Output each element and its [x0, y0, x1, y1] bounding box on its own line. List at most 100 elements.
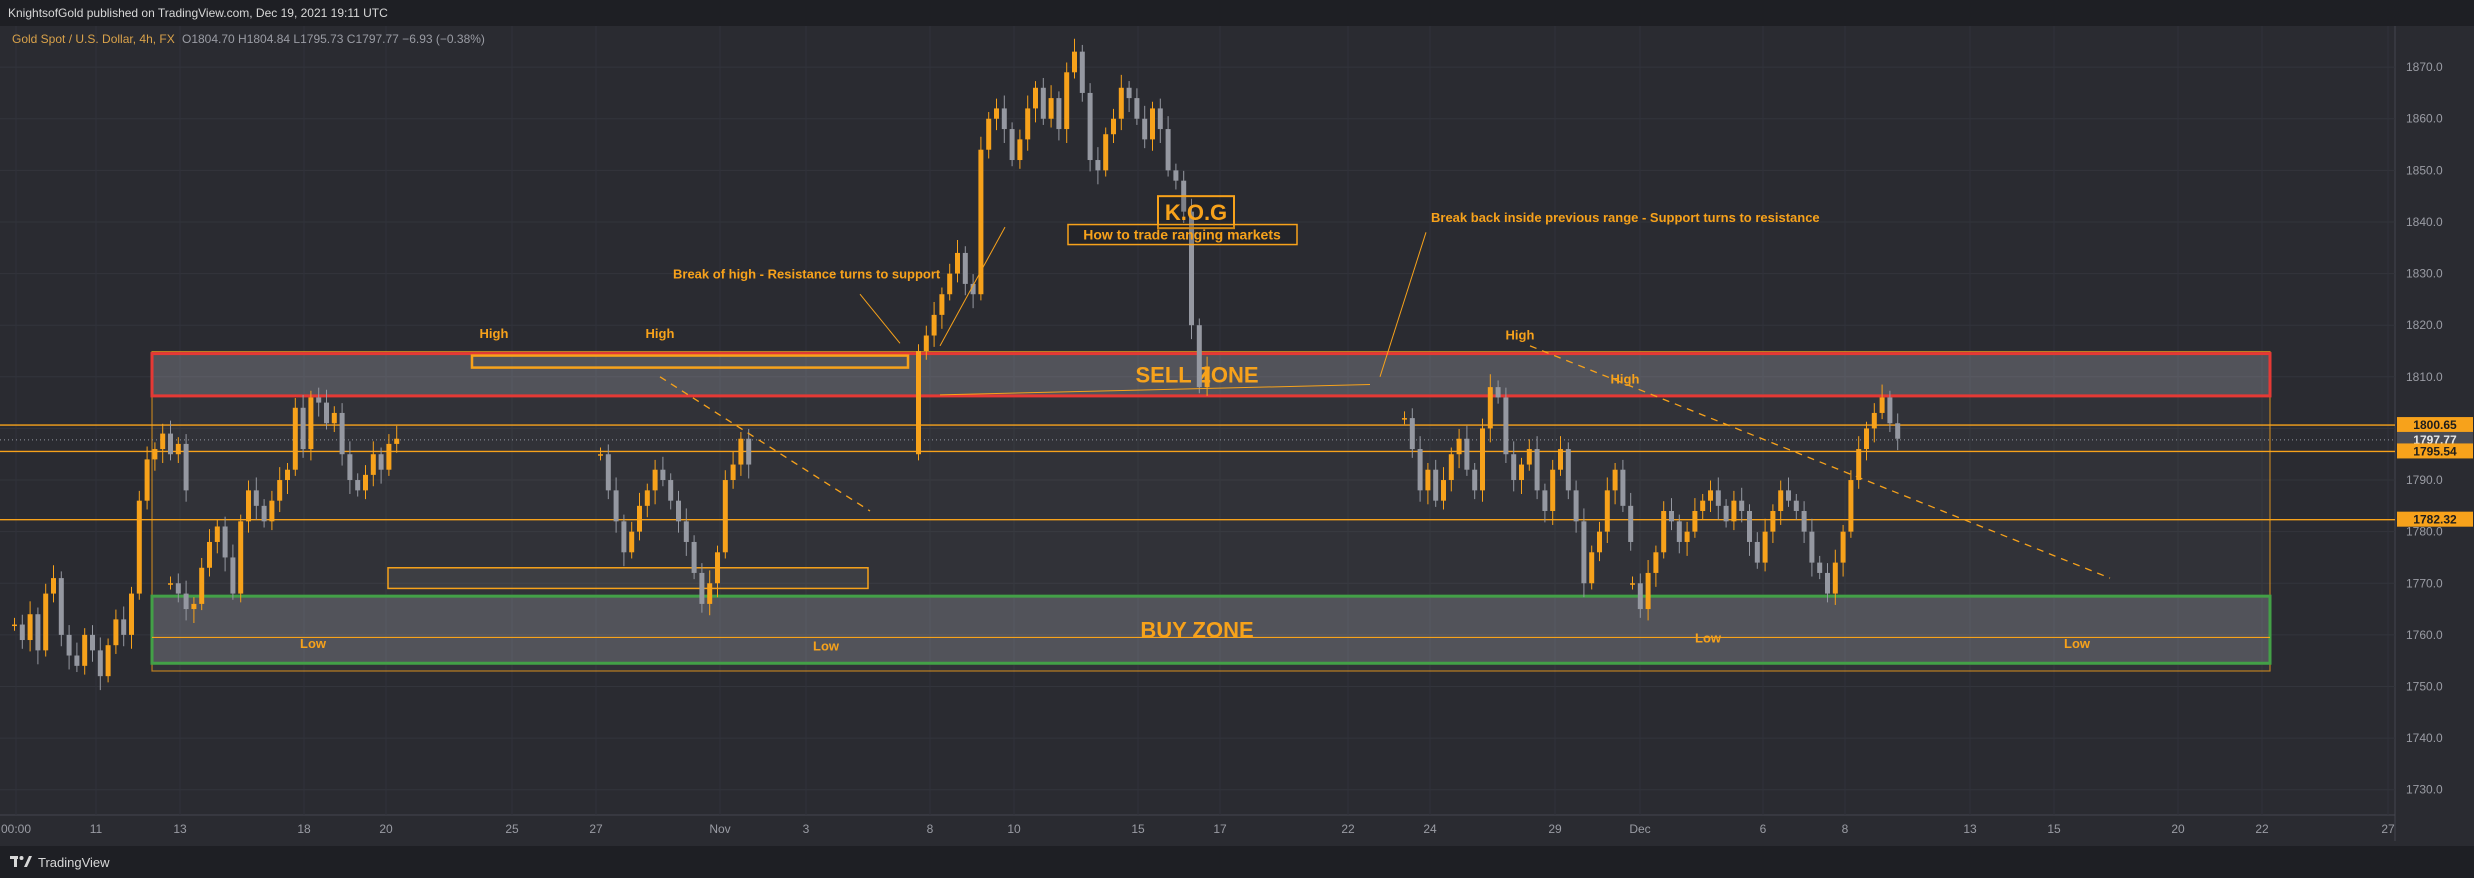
- candle: [1801, 511, 1807, 532]
- candle: [1731, 500, 1737, 522]
- candle: [51, 578, 56, 594]
- range-box: [151, 350, 2271, 672]
- candle: [1064, 72, 1070, 130]
- trend-line-1: [659, 376, 871, 512]
- candle: [1747, 511, 1752, 542]
- buy-zone-label: BUY ZONE: [1140, 618, 1253, 643]
- candle: [1589, 552, 1595, 584]
- y-tick-label: 1830.0: [2406, 267, 2443, 281]
- y-tick-label: 1810.0: [2406, 370, 2443, 384]
- y-tick-label: 1760.0: [2406, 628, 2443, 642]
- x-tick-label: 18: [297, 822, 311, 836]
- candle: [1715, 490, 1721, 506]
- x-tick-label: 27: [2381, 822, 2395, 836]
- swing-low-label: Low: [1695, 631, 1722, 646]
- x-tick-label: 24: [1423, 822, 1437, 836]
- candle: [43, 593, 49, 651]
- candle: [1754, 541, 1760, 563]
- candle: [58, 578, 64, 635]
- candle: [160, 433, 166, 450]
- x-tick-label: 25: [505, 822, 519, 836]
- candle: [207, 541, 212, 568]
- x-tick-label: 10: [1007, 822, 1021, 836]
- candle: [598, 454, 603, 456]
- candle: [253, 490, 259, 506]
- candle: [1628, 505, 1634, 542]
- candle: [1762, 531, 1768, 563]
- candle: [1700, 500, 1706, 511]
- candle: [230, 557, 236, 594]
- swing-high-label: High: [480, 326, 509, 341]
- candle: [923, 335, 929, 351]
- candle: [1669, 511, 1674, 522]
- candle: [183, 593, 189, 610]
- candles: [12, 38, 1901, 691]
- price-label-tag: [2397, 443, 2473, 459]
- price-axis[interactable]: 1730.0 1740.0 1750.0 1760.0 1770.0 1780.0 1790…: [2397, 60, 2473, 797]
- candle: [222, 526, 228, 558]
- candle: [652, 469, 658, 491]
- candle: [1025, 108, 1031, 140]
- candle: [629, 531, 635, 553]
- candle: [144, 459, 150, 501]
- kog-label: K.O.G: [1165, 200, 1227, 225]
- x-tick-label: 29: [1548, 822, 1562, 836]
- candle: [1739, 500, 1745, 511]
- candle: [1825, 572, 1830, 594]
- candle: [1417, 449, 1423, 491]
- candle: [1519, 464, 1524, 481]
- time-axis[interactable]: 00:00 11 13 18 20 25 27 Nov 3 8 10 15 17 22 24 29 Dec 6 8 1…: [1, 822, 2395, 836]
- candle: [1095, 160, 1101, 171]
- candle: [1604, 490, 1610, 532]
- symbol-legend[interactable]: Gold Spot / U.S. Dollar, 4h, FX: [12, 32, 175, 46]
- price-label-text: 1797.77: [2413, 433, 2457, 447]
- candle: [1597, 531, 1602, 553]
- candle: [978, 149, 984, 295]
- annotation-break-back: Break back inside previous range - Suppo…: [1431, 210, 1820, 225]
- candle: [1165, 129, 1171, 171]
- subtitle-label: How to trade ranging markets: [1083, 227, 1281, 243]
- candle: [668, 480, 674, 501]
- candle: [113, 619, 119, 646]
- candle: [746, 438, 752, 465]
- candle: [1118, 87, 1124, 119]
- candle: [97, 650, 103, 677]
- candle: [168, 583, 173, 585]
- candle: [1134, 98, 1140, 119]
- x-tick-label: 8: [927, 822, 934, 836]
- x-tick-label: Nov: [709, 822, 730, 836]
- swing-low-label: Low: [2064, 636, 2091, 651]
- candle: [1196, 325, 1202, 388]
- candle: [347, 454, 353, 481]
- x-tick-label: 13: [1963, 822, 1977, 836]
- candle: [105, 645, 111, 677]
- candle: [175, 443, 181, 455]
- candle: [1879, 397, 1885, 413]
- candle: [82, 634, 88, 666]
- candle: [1661, 511, 1667, 553]
- x-tick-label: 00:00: [1, 822, 31, 836]
- x-tick-label: 15: [2047, 822, 2061, 836]
- candle: [1017, 139, 1023, 161]
- candle: [168, 433, 173, 455]
- candle: [129, 593, 134, 635]
- candle: [1464, 438, 1470, 470]
- y-tick-label: 1780.0: [2406, 525, 2443, 539]
- candle: [916, 351, 921, 455]
- candle: [1001, 108, 1007, 130]
- candle: [214, 526, 220, 542]
- break-back-arrow: [1379, 232, 1427, 377]
- candle: [1189, 211, 1194, 326]
- y-tick-label: 1770.0: [2406, 576, 2443, 590]
- candle: [1056, 98, 1062, 130]
- price-label-text: 1782.32: [2413, 513, 2457, 527]
- candle: [1472, 469, 1478, 491]
- tradingview-logo[interactable]: TradingView: [10, 853, 110, 871]
- candle: [683, 521, 689, 542]
- y-tick-label: 1790.0: [2406, 473, 2443, 487]
- candle: [1534, 449, 1540, 491]
- candle: [1558, 449, 1563, 470]
- x-tick-label: 17: [1213, 822, 1227, 836]
- candle: [644, 490, 650, 506]
